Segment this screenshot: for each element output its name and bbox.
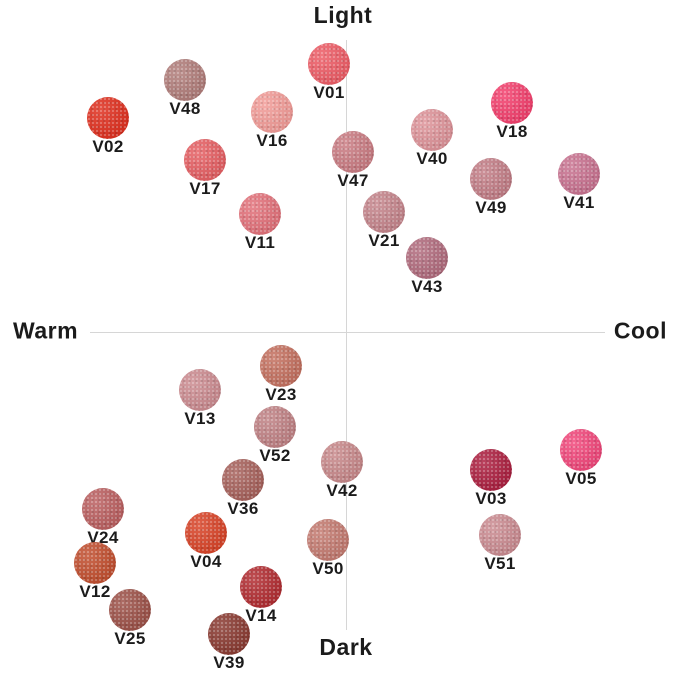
swatch-v04 xyxy=(185,512,227,554)
swatch-label-v49: V49 xyxy=(475,198,507,217)
swatch-v25 xyxy=(109,589,151,631)
swatch-v05 xyxy=(560,429,602,471)
swatch-label-v40: V40 xyxy=(416,149,448,168)
swatch-label-v43: V43 xyxy=(411,277,443,296)
swatch-v01 xyxy=(308,43,350,85)
swatch-label-v01: V01 xyxy=(313,83,345,102)
light-dark-axis-line xyxy=(346,40,347,630)
swatch-v49 xyxy=(470,158,512,200)
swatch-label-v17: V17 xyxy=(189,179,221,198)
swatch-label-v50: V50 xyxy=(312,559,344,578)
swatch-v40 xyxy=(411,109,453,151)
swatch-label-v36: V36 xyxy=(227,499,259,518)
swatch-v41 xyxy=(558,153,600,195)
swatch-label-v39: V39 xyxy=(213,653,245,672)
swatch-v13 xyxy=(179,369,221,411)
swatch-label-v14: V14 xyxy=(245,606,277,625)
axis-label-dark: Dark xyxy=(319,634,373,660)
warm-cool-axis-line xyxy=(90,332,605,333)
swatch-label-v18: V18 xyxy=(496,122,528,141)
swatch-v47 xyxy=(332,131,374,173)
swatch-v16 xyxy=(251,91,293,133)
axis-label-light: Light xyxy=(313,2,373,28)
swatch-v17 xyxy=(184,139,226,181)
swatch-label-v03: V03 xyxy=(475,489,507,508)
swatch-label-v51: V51 xyxy=(484,554,516,573)
swatch-v50 xyxy=(307,519,349,561)
swatch-v14 xyxy=(240,566,282,608)
swatch-label-v12: V12 xyxy=(79,582,111,601)
swatch-v43 xyxy=(406,237,448,279)
swatch-v11 xyxy=(239,193,281,235)
swatch-label-v41: V41 xyxy=(563,193,595,212)
axis-label-cool: Cool xyxy=(613,317,667,344)
swatch-v18 xyxy=(491,82,533,124)
swatch-v02 xyxy=(87,97,129,139)
swatch-label-v25: V25 xyxy=(114,629,146,648)
swatch-v23 xyxy=(260,345,302,387)
swatch-v42 xyxy=(321,441,363,483)
swatch-v03 xyxy=(470,449,512,491)
swatch-label-v21: V21 xyxy=(368,231,400,250)
swatch-label-v23: V23 xyxy=(265,385,297,404)
swatch-label-v11: V11 xyxy=(244,233,276,252)
swatch-v48 xyxy=(164,59,206,101)
swatch-v52 xyxy=(254,406,296,448)
swatch-label-v05: V05 xyxy=(565,469,597,488)
swatch-label-v42: V42 xyxy=(326,481,358,500)
axis-label-warm: Warm xyxy=(13,317,79,344)
swatch-label-v47: V47 xyxy=(337,171,369,190)
swatch-label-v13: V13 xyxy=(184,409,216,428)
swatch-v36 xyxy=(222,459,264,501)
swatch-label-v02: V02 xyxy=(92,137,124,156)
swatch-v24 xyxy=(82,488,124,530)
swatch-label-v48: V48 xyxy=(169,99,201,118)
swatch-label-v52: V52 xyxy=(259,446,291,465)
swatch-label-v04: V04 xyxy=(190,552,222,571)
swatch-label-v16: V16 xyxy=(256,131,288,150)
swatch-v12 xyxy=(74,542,116,584)
swatch-v21 xyxy=(363,191,405,233)
swatch-v39 xyxy=(208,613,250,655)
swatch-v51 xyxy=(479,514,521,556)
